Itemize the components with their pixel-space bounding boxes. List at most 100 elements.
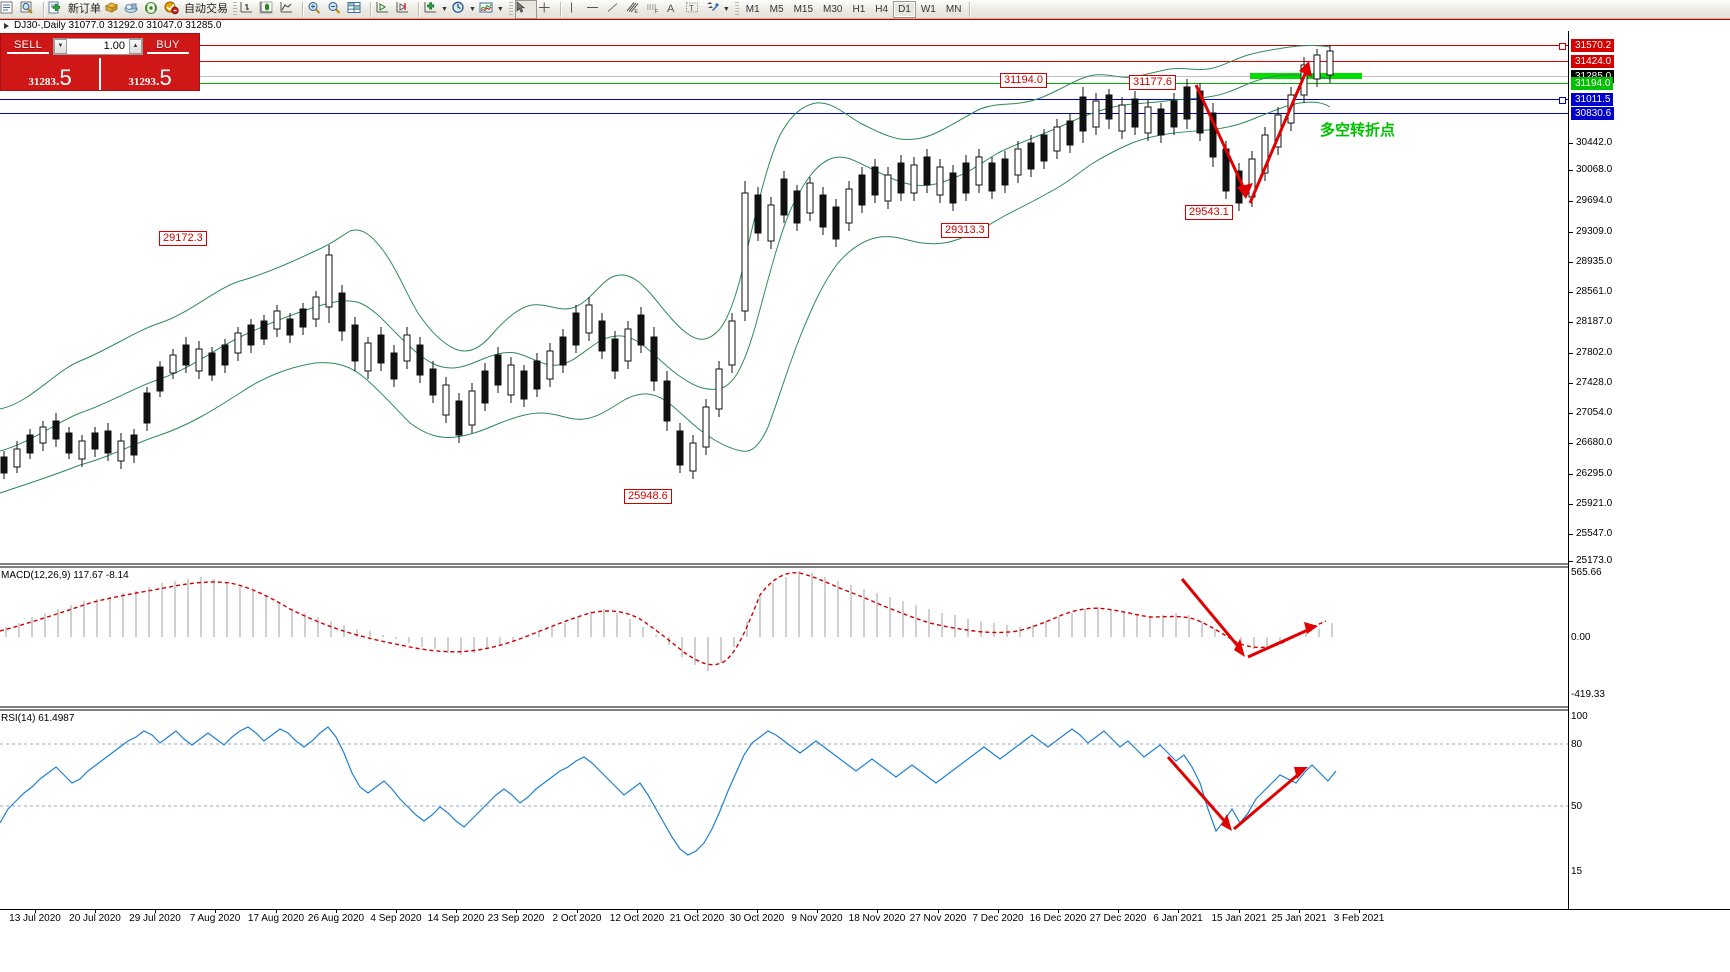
macd-signal-line xyxy=(0,572,1327,666)
one-click-trade-panel[interactable]: SELL ▼ 1.00 ▲ BUY 31283 . 5 31293 . 5 xyxy=(0,33,200,91)
price-tick-label: 27428.0 xyxy=(1576,377,1613,388)
price-tick-label: 26680.0 xyxy=(1576,437,1613,448)
fibonacci-icon[interactable]: E xyxy=(625,1,645,18)
trend-arrow-down[interactable] xyxy=(1194,84,1253,199)
date-label: 4 Sep 2020 xyxy=(370,913,422,924)
price-tick-label: 25921.0 xyxy=(1576,498,1613,509)
crosshair-icon[interactable] xyxy=(537,1,557,18)
collapse-caret-icon[interactable] xyxy=(4,23,9,29)
shift-end-icon[interactable] xyxy=(395,1,415,18)
price-line-31011-node[interactable] xyxy=(1559,97,1566,104)
templates-icon[interactable] xyxy=(479,1,499,18)
period-clock-icon[interactable] xyxy=(451,1,471,18)
swing-label-31177[interactable]: 31177.6 xyxy=(1129,75,1176,90)
date-gradation xyxy=(1058,910,1059,913)
swing-label-29172[interactable]: 29172.3 xyxy=(159,231,207,246)
cloud-icon[interactable] xyxy=(124,1,144,18)
zoom-out-icon[interactable] xyxy=(327,1,347,18)
toolbar-grip[interactable] xyxy=(508,1,513,17)
history-icon[interactable] xyxy=(104,1,124,18)
timeframe-h4[interactable]: H4 xyxy=(875,3,889,15)
channel-icon[interactable]: F xyxy=(645,1,665,18)
macd-trend-arrow-down[interactable] xyxy=(1180,578,1245,657)
chart-list-icon[interactable] xyxy=(0,1,20,18)
line-chart-icon[interactable] xyxy=(279,1,299,18)
buy-price[interactable]: 31293 . 5 xyxy=(101,58,199,90)
toolbar-grip[interactable] xyxy=(734,1,739,17)
toolbar-separator xyxy=(302,1,304,17)
timeframe-m30[interactable]: M30 xyxy=(823,3,843,15)
macd-trend-arrow-up[interactable] xyxy=(1247,622,1318,659)
horizontal-line-icon[interactable] xyxy=(585,1,605,18)
auto-trading-icon[interactable] xyxy=(164,1,184,18)
bar-chart-icon[interactable] xyxy=(239,1,259,18)
auto-trading-label[interactable]: 自动交易 xyxy=(184,2,228,15)
volume-value[interactable]: 1.00 xyxy=(103,40,125,52)
vertical-line-icon[interactable] xyxy=(565,1,585,18)
macd-scale-label: -419.33 xyxy=(1571,689,1605,700)
candlestick-chart-icon[interactable] xyxy=(259,1,279,18)
timeframe-m1[interactable]: M1 xyxy=(745,3,760,15)
chinese-annotation[interactable]: 多空转折点 xyxy=(1320,121,1396,139)
rsi-trend-arrow-down[interactable] xyxy=(1166,756,1232,831)
timeframe-m15[interactable]: M15 xyxy=(793,3,814,15)
new-order-label[interactable]: 新订单 xyxy=(68,2,101,15)
volume-decrease-icon[interactable]: ▼ xyxy=(54,38,67,54)
price-tick-label: 25547.0 xyxy=(1576,528,1613,539)
volume-increase-icon[interactable]: ▲ xyxy=(129,38,142,54)
date-gradation xyxy=(577,910,578,913)
timeframe-mn[interactable]: MN xyxy=(945,3,962,15)
date-label: 26 Aug 2020 xyxy=(307,913,365,924)
volume-stepper[interactable]: ▼ 1.00 ▲ xyxy=(53,37,143,55)
price-tick-label: 26295.0 xyxy=(1576,468,1613,479)
date-label: 30 Oct 2020 xyxy=(729,913,785,924)
add-indicator-icon[interactable] xyxy=(423,1,443,18)
svg-text:A: A xyxy=(667,3,675,15)
text-label-icon[interactable]: A xyxy=(665,1,685,18)
templates-dropdown-arrow[interactable]: ▼ xyxy=(496,5,504,13)
grid-icon[interactable] xyxy=(347,1,367,18)
price-tick-label: 28561.0 xyxy=(1576,286,1613,297)
buy-button[interactable]: BUY xyxy=(147,39,189,54)
price-axis[interactable]: 31570.2 31424.0 31285.0 31194.0 31011.5 … xyxy=(1569,31,1730,909)
date-gradation xyxy=(877,910,878,913)
search-icon[interactable] xyxy=(20,1,40,18)
price-label-31194[interactable]: 31194.0 xyxy=(1571,77,1614,90)
price-label-31011[interactable]: 31011.5 xyxy=(1571,93,1614,106)
arrows-dropdown-arrow[interactable]: ▼ xyxy=(722,5,730,13)
timeframe-h1[interactable]: H1 xyxy=(852,3,866,15)
price-label-31570[interactable]: 31570.2 xyxy=(1571,39,1615,52)
timeframe-m5[interactable]: M5 xyxy=(769,3,784,15)
date-gradation xyxy=(336,910,337,913)
rsi-scale-label: 15 xyxy=(1571,866,1583,877)
price-label-30830[interactable]: 30830.6 xyxy=(1571,107,1615,120)
price-line-31570-node[interactable] xyxy=(1559,43,1566,50)
new-order-icon[interactable] xyxy=(48,1,68,18)
sell-button[interactable]: SELL xyxy=(7,39,49,54)
swing-label-29313[interactable]: 29313.3 xyxy=(941,223,989,238)
price-label-31424[interactable]: 31424.0 xyxy=(1571,55,1615,68)
signals-icon[interactable] xyxy=(144,1,164,18)
swing-label-29543[interactable]: 29543.1 xyxy=(1185,205,1233,220)
zoom-in-icon[interactable] xyxy=(307,1,327,18)
trend-arrow-up[interactable] xyxy=(1248,61,1312,204)
price-line-31011 xyxy=(0,99,1568,100)
add-indicator-dropdown-arrow[interactable]: ▼ xyxy=(441,5,448,13)
cursor-icon[interactable] xyxy=(514,0,537,19)
shift-start-icon[interactable] xyxy=(375,1,395,18)
trendline-icon[interactable] xyxy=(605,1,625,18)
rsi-trend-arrow-up[interactable] xyxy=(1233,767,1308,831)
chart-area[interactable]: MACD(12,26,9) 117.67 -8.14 RSI(14) 61.49… xyxy=(0,31,1730,972)
toolbar-grip[interactable] xyxy=(233,1,237,17)
period-dropdown-arrow[interactable]: ▼ xyxy=(468,5,476,13)
date-label: 2 Oct 2020 xyxy=(552,913,602,924)
date-gradation xyxy=(1359,910,1360,913)
arrows-icon[interactable] xyxy=(705,1,725,18)
timeframe-d1[interactable]: D1 xyxy=(893,0,916,18)
sell-price[interactable]: 31283 . 5 xyxy=(1,58,99,90)
text-box-icon[interactable]: T xyxy=(685,1,705,18)
swing-label-25948[interactable]: 25948.6 xyxy=(624,489,672,504)
timeframe-w1[interactable]: W1 xyxy=(920,3,936,15)
date-axis[interactable]: 13 Jul 2020 20 Jul 2020 29 Jul 2020 7 Au… xyxy=(0,909,1730,972)
swing-label-31194[interactable]: 31194.0 xyxy=(1000,73,1047,88)
